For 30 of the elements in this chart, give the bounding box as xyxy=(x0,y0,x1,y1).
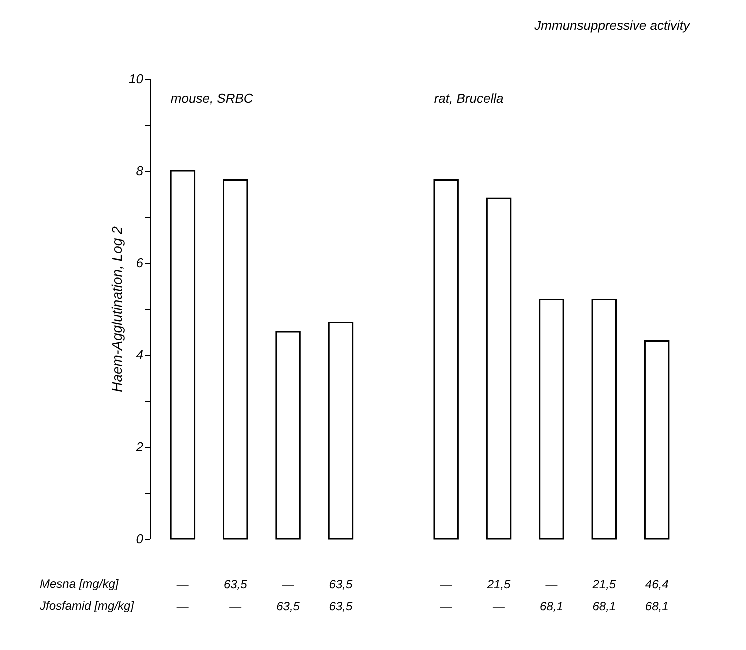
bar xyxy=(276,331,301,540)
y-tick-label: 10 xyxy=(129,72,144,86)
y-tick-label: 6 xyxy=(136,256,144,270)
text: Mesna [mg/kg] xyxy=(40,577,120,591)
x-tick-label: 63,5 — xyxy=(224,578,248,614)
bar xyxy=(486,198,512,540)
y-axis-title: Haem-Agglutination, Log 2 xyxy=(109,226,126,392)
annotation: mouse, SRBC xyxy=(170,91,254,106)
bar xyxy=(223,179,248,540)
bar xyxy=(170,170,196,540)
bar xyxy=(434,179,459,540)
chart-title: Jmmunsuppressive activity xyxy=(534,18,692,33)
x-tick-label: 46,4 68,1 xyxy=(645,578,670,614)
bar xyxy=(328,322,354,540)
x-tick-label: — — xyxy=(176,578,190,614)
x-tick-label: — 63,5 xyxy=(276,578,300,614)
y-tick-label: 2 xyxy=(135,440,144,454)
bar xyxy=(539,299,564,540)
text: Jfosfamid [mg/kg] xyxy=(39,599,135,613)
annotation: rat, Brucella xyxy=(434,91,504,106)
y-tick-label: 4 xyxy=(136,348,144,362)
x-tick-label: 63,5 63,5 xyxy=(329,578,353,614)
bar xyxy=(592,299,617,540)
y-tick-label: 0 xyxy=(136,532,144,546)
bar xyxy=(644,340,670,540)
x-tick-label: — — xyxy=(439,578,454,614)
x-tick-label: — 68,1 xyxy=(540,578,564,614)
x-tick-label: 21,5 68,1 xyxy=(592,578,616,614)
x-tick-label: 21,5 — xyxy=(486,578,512,614)
y-tick-label: 8 xyxy=(136,164,144,178)
